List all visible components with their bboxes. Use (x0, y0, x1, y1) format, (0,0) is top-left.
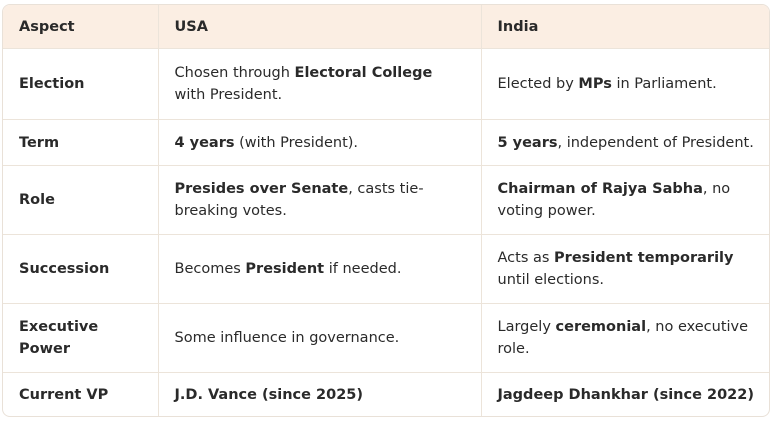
header-usa: USA (158, 5, 482, 49)
table-row: Current VP J.D. Vance (since 2025) Jagde… (3, 372, 769, 416)
comparison-table: Aspect USA India Election Chosen through… (3, 5, 769, 416)
table-header-row: Aspect USA India (3, 5, 769, 49)
india-cell: Largely ceremonial, no executive role. (481, 303, 769, 373)
row-aspect: Succession (3, 234, 159, 304)
india-cell: 5 years, independent of President. (481, 119, 769, 166)
row-aspect: Term (3, 119, 159, 166)
india-cell: Acts as President temporarily until elec… (481, 234, 769, 304)
row-aspect: Election (3, 48, 159, 120)
usa-cell: Chosen through Electoral College with Pr… (158, 48, 482, 120)
india-cell: Chairman of Rajya Sabha, no voting power… (481, 165, 769, 235)
india-cell: Elected by MPs in Parliament. (481, 48, 769, 120)
table-row: Election Chosen through Electoral Colleg… (3, 48, 769, 120)
india-cell: Jagdeep Dhankhar (since 2022) (497, 387, 754, 403)
table-row: Role Presides over Senate, casts tie-bre… (3, 165, 769, 235)
usa-cell: 4 years (with President). (158, 119, 482, 166)
row-aspect: Executive Power (3, 303, 159, 373)
header-india: India (481, 5, 769, 49)
usa-cell: J.D. Vance (since 2025) (158, 372, 482, 416)
table-row: Term 4 years (with President). 5 years, … (3, 119, 769, 166)
usa-cell: Presides over Senate, casts tie-breaking… (158, 165, 482, 235)
comparison-table-container: Aspect USA India Election Chosen through… (2, 4, 770, 417)
table-row: Executive Power Some influence in govern… (3, 303, 769, 373)
row-aspect: Current VP (3, 372, 159, 416)
table-row: Succession Becomes President if needed. … (3, 234, 769, 304)
header-aspect: Aspect (3, 5, 159, 49)
usa-cell: Becomes President if needed. (158, 234, 482, 304)
usa-cell: Some influence in governance. (158, 303, 482, 373)
row-aspect: Role (3, 165, 159, 235)
